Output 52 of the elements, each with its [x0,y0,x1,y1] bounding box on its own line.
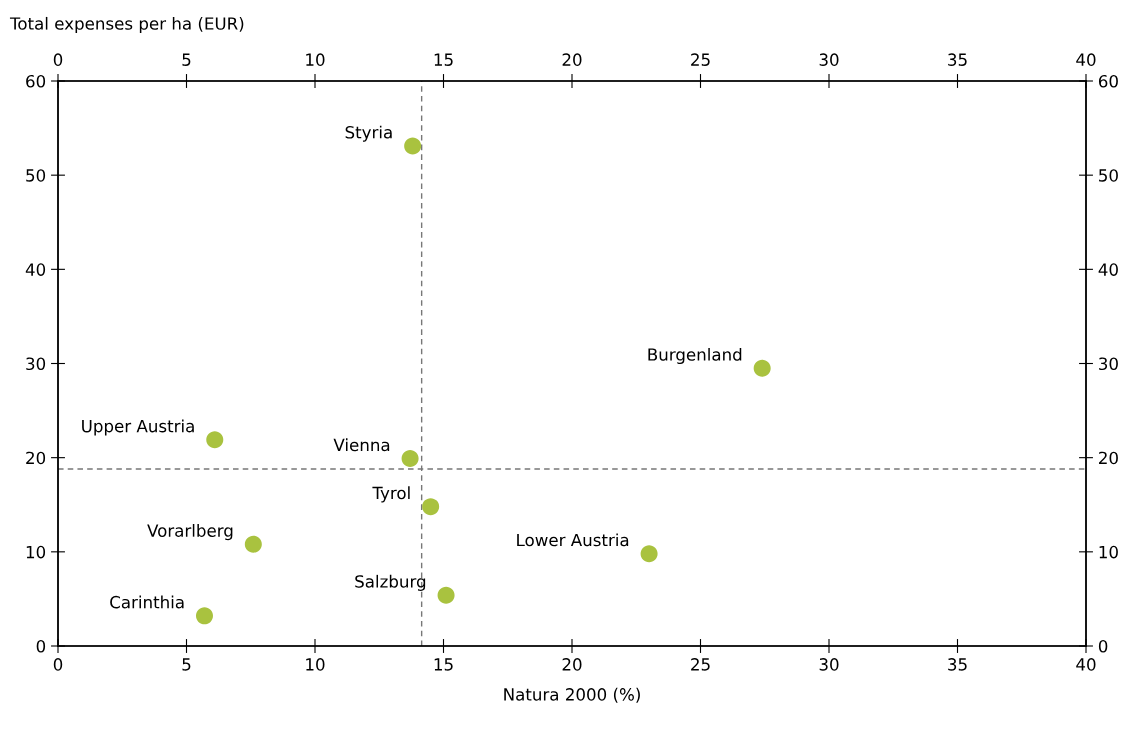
point [401,450,419,468]
y2-tick-label: 40 [1098,263,1118,276]
y2-tick-label: 60 [1098,74,1118,88]
y2-tick-label: 20 [1099,451,1118,465]
annotation: Upper Austria [82,419,194,436]
annotation: Burgenland [648,347,742,365]
x-tick-label: 40 [1076,658,1096,671]
annotation: Tyrol [372,486,410,503]
point [437,586,455,604]
y-tick-label: 10 [26,545,46,559]
y-tick-label: 50 [26,169,46,182]
x2-tick-label: 30 [819,53,839,66]
point [244,535,262,553]
x-axis-title: Natura 2000 (%) [504,687,640,703]
annotation: Styria [345,125,392,142]
y2-tick-label: 10 [1099,545,1118,559]
y2-tick-label: 0 [1098,639,1108,653]
x2-tick-label: 15 [434,53,453,66]
y2-tick-label: 50 [1099,169,1118,182]
x2-tick-label: 40 [1076,53,1096,66]
x2-tick-label: 5 [182,53,191,66]
point [404,137,422,155]
annotation: Salzburg [355,574,426,591]
x-tick-label: 20 [562,658,582,671]
point [753,359,771,377]
x2-tick-label: 10 [306,53,325,66]
annotation: Lower Austria [517,533,629,547]
x-tick-label: 10 [306,658,325,671]
x-tick-label: 15 [434,658,453,671]
point [640,545,658,563]
x-tick-label: 0 [53,658,63,671]
y-axis-title: Total expenses per ha (EUR) [9,16,244,34]
annotation: Vorarlberg [147,524,233,541]
x-tick-label: 25 [691,658,710,671]
annotation: Carinthia [110,595,184,609]
x2-tick-label: 0 [53,53,63,66]
point [422,498,440,516]
x2-tick-label: 20 [562,53,582,66]
annotation: Vienna [333,438,390,452]
y-tick-label: 40 [25,263,46,276]
x-tick-label: 5 [182,658,191,671]
y-tick-label: 0 [36,639,46,653]
x-tick-label: 30 [819,658,839,671]
y-tick-label: 20 [26,451,46,465]
y-tick-label: 60 [26,74,46,88]
x2-tick-label: 25 [691,53,710,66]
x2-tick-label: 35 [948,53,967,66]
point [206,431,224,449]
y2-tick-label: 30 [1099,357,1118,371]
x-tick-label: 35 [948,658,967,671]
y-tick-label: 30 [26,357,46,371]
point [195,607,213,625]
